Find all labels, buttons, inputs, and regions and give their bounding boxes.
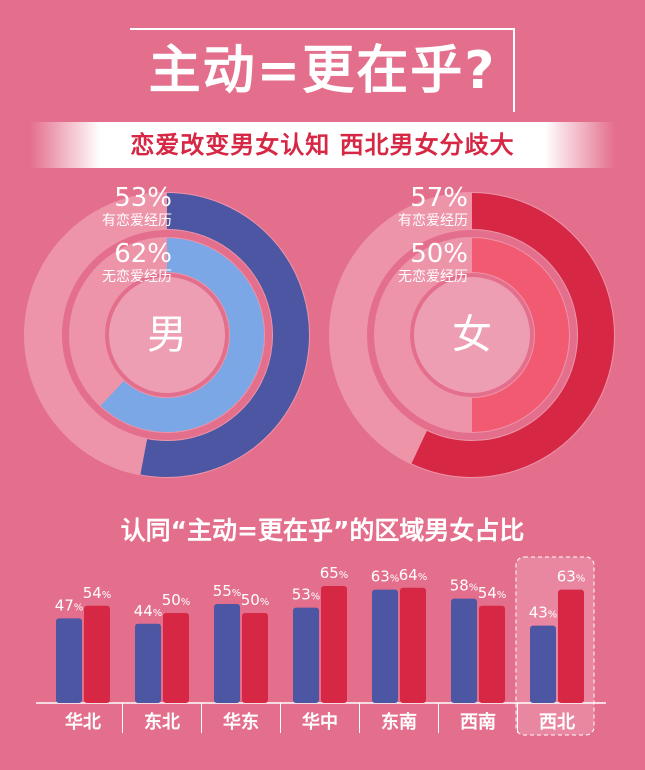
bar-label-male-3: 53% xyxy=(292,586,321,604)
bar-label-male-4: 63% xyxy=(371,568,400,586)
subtitle: 恋爱改变男女认知 西北男女分歧大 xyxy=(130,131,515,159)
subtitle-banner xyxy=(30,122,615,168)
bar-male-0 xyxy=(56,618,82,703)
female-center-disc xyxy=(414,277,530,393)
male-outer-label: 有恋爱经历 xyxy=(102,213,172,229)
bar-female-5 xyxy=(479,605,505,703)
bar-female-6 xyxy=(558,589,584,703)
bar-female-1 xyxy=(163,613,189,703)
bar-female-4 xyxy=(400,587,426,703)
bar-male-2 xyxy=(214,604,240,703)
donut-charts xyxy=(24,192,615,478)
category-label-0: 华北 xyxy=(65,711,101,733)
category-label-1: 东北 xyxy=(144,711,180,733)
male-outer-arc xyxy=(140,193,309,477)
category-label-6: 西北 xyxy=(539,712,575,733)
bar-female-3 xyxy=(321,586,347,703)
male-inner-arc xyxy=(100,238,264,432)
bar-male-6 xyxy=(530,625,556,703)
female-inner-pct: 50% xyxy=(410,239,468,269)
title-frame xyxy=(130,28,515,112)
female-outer-arc xyxy=(411,193,614,477)
category-label-3: 华中 xyxy=(302,711,338,733)
bar-label-female-3: 65% xyxy=(320,564,349,582)
category-label-2: 华东 xyxy=(223,711,259,733)
male-center-disc xyxy=(109,277,225,393)
female-donut xyxy=(329,192,615,478)
bar-chart-title: 认同“主动=更在乎”的区域男女占比 xyxy=(120,516,525,545)
female-outer-pct: 57% xyxy=(410,183,468,213)
female-inner-arc xyxy=(471,238,569,432)
male-inner-pct: 62% xyxy=(114,239,172,269)
male-center-label: 男 xyxy=(147,312,187,358)
male-outer-pct: 53% xyxy=(114,183,172,213)
bar-male-5 xyxy=(451,598,477,703)
bar-female-0 xyxy=(84,605,110,703)
category-label-5: 西南 xyxy=(460,711,496,733)
bar-label-male-2: 55% xyxy=(213,582,242,600)
female-center-label: 女 xyxy=(452,312,492,358)
bar-label-male-6: 43% xyxy=(529,604,558,622)
bar-label-male-0: 47% xyxy=(55,596,84,614)
category-label-4: 东南 xyxy=(381,711,417,733)
bar-label-male-1: 44% xyxy=(134,602,163,620)
bar-label-female-2: 50% xyxy=(241,591,270,609)
bar-label-female-0: 54% xyxy=(83,584,112,602)
bar-label-female-6: 63% xyxy=(557,568,586,586)
page-title: 主动=更在乎? xyxy=(148,41,497,101)
male-donut xyxy=(24,192,310,478)
bar-female-2 xyxy=(242,613,268,703)
bar-label-female-5: 54% xyxy=(478,584,507,602)
bar-male-3 xyxy=(293,607,319,703)
female-outer-label: 有恋爱经历 xyxy=(398,213,468,229)
bar-label-female-1: 50% xyxy=(162,591,191,609)
bar-label-male-5: 58% xyxy=(450,577,479,595)
bar-male-4 xyxy=(372,589,398,703)
female-inner-label: 无恋爱经历 xyxy=(398,269,468,285)
bar-male-1 xyxy=(135,623,161,703)
male-inner-label: 无恋爱经历 xyxy=(102,269,172,285)
bar-label-female-4: 64% xyxy=(399,566,428,584)
